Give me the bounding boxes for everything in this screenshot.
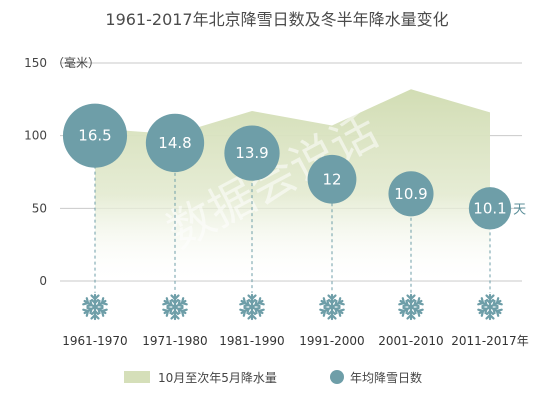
bubble-label: 13.9 bbox=[235, 144, 268, 162]
legend-label-area: 10月至次年5月降水量 bbox=[158, 371, 277, 385]
snowflake-icon bbox=[399, 295, 423, 319]
y-tick-label: 0 bbox=[39, 274, 47, 288]
bubble-label: 10.1 bbox=[473, 199, 506, 217]
x-tick-label: 1981-1990 bbox=[219, 334, 284, 348]
snowflake-row bbox=[83, 295, 502, 319]
bubble bbox=[388, 171, 434, 217]
y-tick-label-top: 150 bbox=[24, 56, 47, 70]
bubble bbox=[307, 154, 357, 204]
bubble-label: 12 bbox=[322, 170, 341, 188]
legend-swatch-bubble bbox=[330, 370, 344, 384]
legend-label-bubble: 年均降雪日数 bbox=[350, 370, 422, 385]
legend-swatch-area bbox=[124, 371, 150, 383]
x-tick-label: 1971-1980 bbox=[142, 334, 207, 348]
snowflake-icon bbox=[320, 295, 344, 319]
x-tick-label: 2011-2017年 bbox=[451, 334, 528, 348]
unit-label: 天 bbox=[513, 202, 526, 217]
snowflake-icon bbox=[163, 295, 187, 319]
bubble-series: 16.5 14.8 13.9 12 10.9 10.1 天 bbox=[62, 103, 526, 230]
snowflake-icon bbox=[240, 295, 264, 319]
bubble-label: 14.8 bbox=[158, 134, 191, 152]
x-tick-label: 1961-1970 bbox=[62, 334, 127, 348]
legend: 10月至次年5月降水量 年均降雪日数 bbox=[124, 370, 422, 385]
y-axis: 0 50 100 150 （毫米） bbox=[24, 55, 100, 288]
x-axis: 1961-1970 1971-1980 1981-1990 1991-2000 2001… bbox=[62, 334, 528, 348]
y-axis-label: （毫米） bbox=[52, 55, 100, 70]
bubble bbox=[145, 113, 205, 173]
x-tick-label: 1991-2000 bbox=[299, 334, 364, 348]
snowflake-icon bbox=[478, 295, 502, 319]
y-tick-label: 100 bbox=[24, 129, 47, 143]
y-tick-label: 50 bbox=[32, 201, 47, 215]
snowflake-icon bbox=[83, 295, 107, 319]
x-tick-label: 2001-2010 bbox=[378, 334, 443, 348]
chart-title: 1961-2017年北京降雪日数及冬半年降水量变化 bbox=[105, 10, 448, 29]
bubble bbox=[224, 125, 280, 181]
bubble-label: 16.5 bbox=[78, 127, 111, 145]
bubble bbox=[62, 103, 128, 168]
bubble bbox=[468, 187, 512, 230]
bubble-label: 10.9 bbox=[394, 185, 427, 203]
